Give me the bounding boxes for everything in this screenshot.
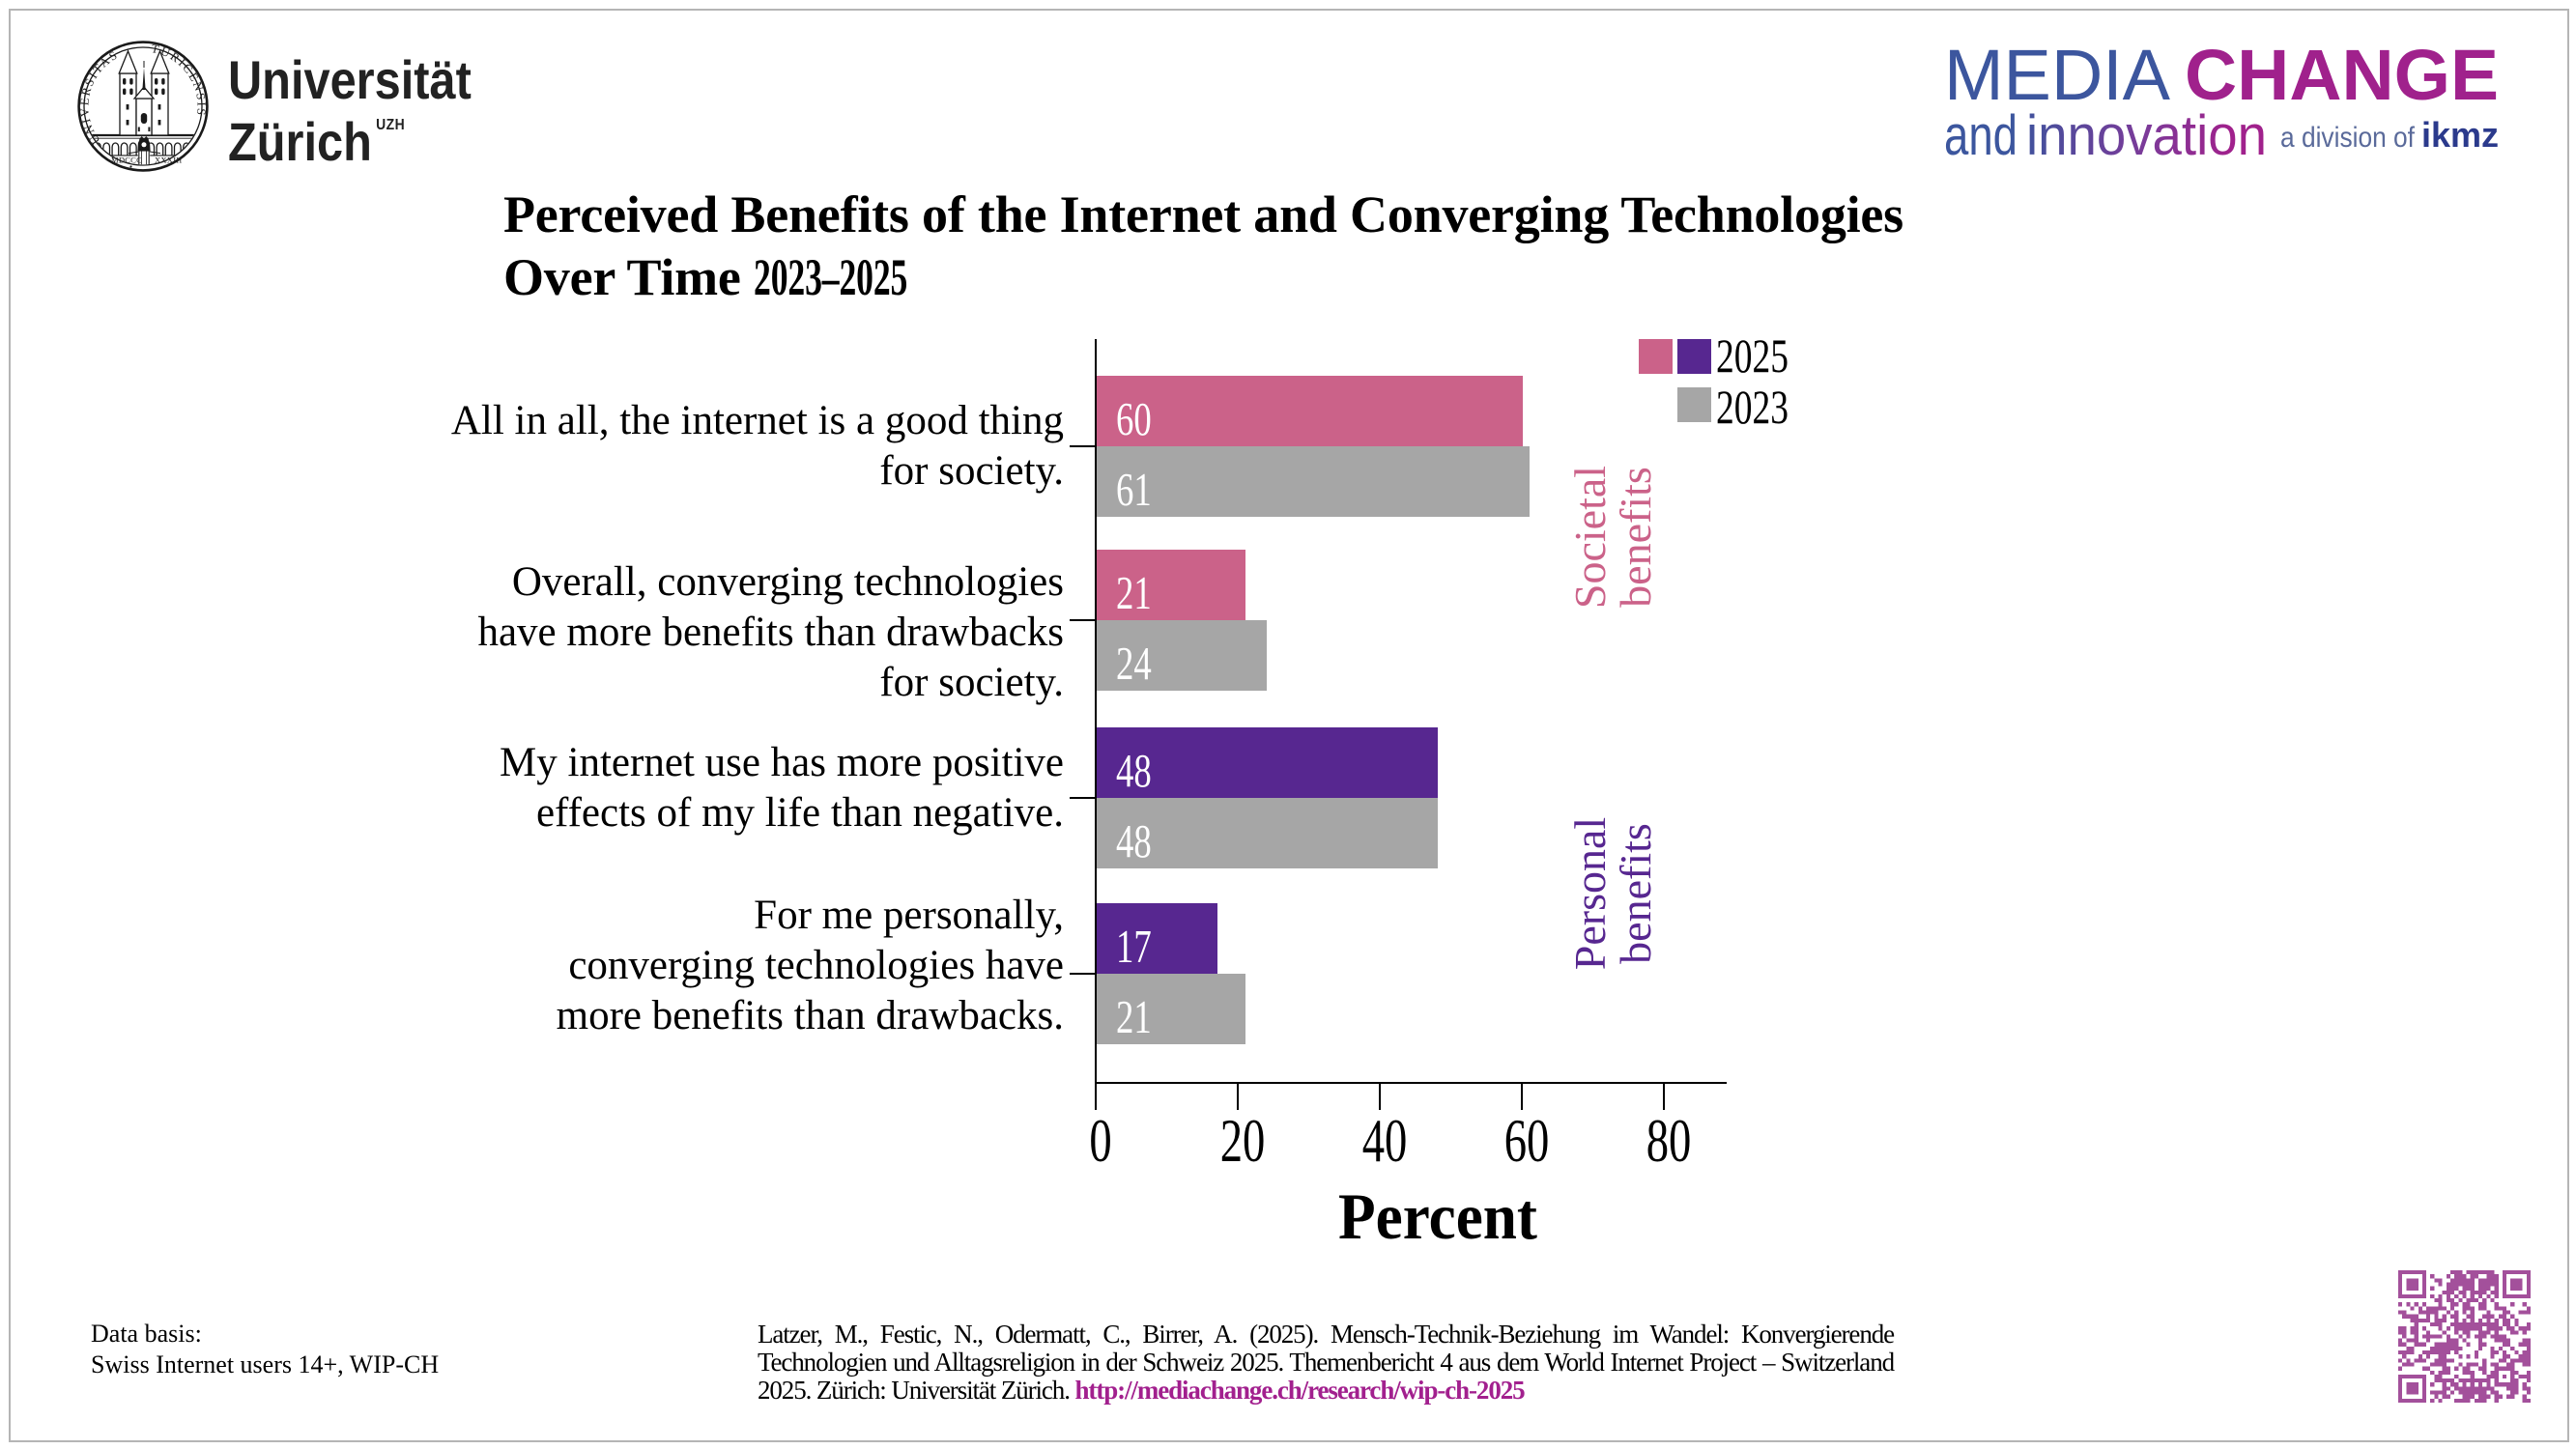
svg-text:and: and xyxy=(1944,104,2018,167)
svg-text:a division of: a division of xyxy=(2280,122,2416,154)
svg-text:CHANGE: CHANGE xyxy=(2185,35,2499,115)
svg-text:MDCCC: MDCCC xyxy=(111,156,142,165)
svg-text:innovation: innovation xyxy=(2026,104,2267,167)
svg-text:MEDIA: MEDIA xyxy=(1944,35,2171,115)
svg-text:XXXIII: XXXIII xyxy=(155,156,182,165)
svg-text:ikmz: ikmz xyxy=(2421,115,2499,155)
